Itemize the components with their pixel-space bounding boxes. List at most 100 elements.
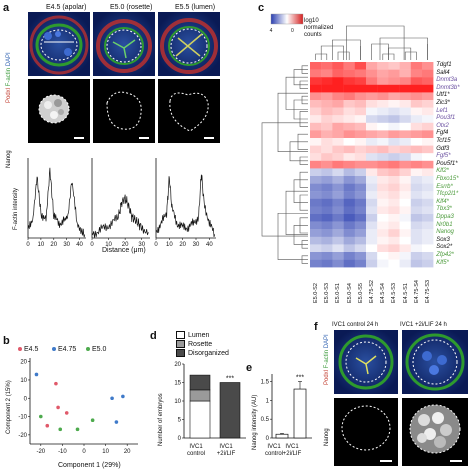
scatter-plot: -20 -10 0 10 20 -20 -10 0 10 20 <box>18 358 138 455</box>
heatmap-cell-14-4 <box>354 168 367 177</box>
heatmap-column-label: E4.75-S2 <box>369 280 375 304</box>
nanog-ytick-label: 0 <box>266 436 270 442</box>
factin-xtick-label-2-20: 20 <box>179 242 186 248</box>
scatter-legend-label: E4.75 <box>58 346 77 353</box>
heatmap-cell-19-10 <box>422 206 434 215</box>
heatmap-cell-23-4 <box>354 236 367 245</box>
scale-label-line3: counts <box>304 32 322 38</box>
heatmap-cell-19-3 <box>343 206 355 215</box>
micro-e55-nanog-svg <box>169 92 214 139</box>
heatmap-cell-16-4 <box>354 183 367 192</box>
gene-label: Tcf15 <box>436 138 451 144</box>
heatmap-cell-14-7 <box>388 168 400 177</box>
heatmap-cell-13-5 <box>366 160 378 169</box>
heatmap-cell-25-0 <box>310 252 322 260</box>
heatmap-cell-20-2 <box>332 214 344 222</box>
heatmap-cell-26-6 <box>377 259 389 268</box>
heatmap-cell-16-1 <box>321 183 333 192</box>
heatmap-cell-19-7 <box>388 206 400 215</box>
stain-dapi: DAPI <box>6 52 12 67</box>
heatmap-cell-24-3 <box>343 244 355 253</box>
heatmap-column-label: E5.0-S1 <box>335 283 342 304</box>
stain-label-a: Podxl F-actin DAPI <box>6 52 13 103</box>
stack-legend-item: Rosette <box>176 340 256 349</box>
scatter-xlabel: Component 1 (29%) <box>58 462 121 469</box>
heatmap-cell-4-5 <box>366 92 378 101</box>
heatmap-cell-26-5 <box>366 259 378 268</box>
heatmap-cell-15-2 <box>332 176 344 184</box>
factin-xtick-label-1-20: 20 <box>122 242 129 248</box>
heatmap-cell-17-10 <box>422 191 434 199</box>
heatmap-cell-9-1 <box>321 130 333 139</box>
heatmap-cell-25-5 <box>366 252 378 260</box>
heatmap-cell-25-3 <box>343 252 355 260</box>
micro-e45-stain-svg <box>28 12 90 76</box>
heatmap-cell-18-0 <box>310 198 322 207</box>
stack-legend-swatch <box>176 349 185 358</box>
heatmap-cell-20-3 <box>343 214 355 222</box>
heatmap-cell-2-9 <box>410 77 423 85</box>
heatmap-cell-3-10 <box>422 84 434 93</box>
heatmap-cell-10-2 <box>332 138 344 146</box>
heatmap-cell-11-0 <box>310 145 322 154</box>
heatmap-cell-6-9 <box>410 107 423 116</box>
heatmap-cell-25-7 <box>388 252 400 260</box>
factin-line-1 <box>91 194 149 238</box>
nanog-label-f: Nanog <box>324 428 330 446</box>
scatter-ytick-label: 20 <box>20 360 27 366</box>
heatmap-cell-2-1 <box>321 77 333 85</box>
micro-f-2ilif-nanog <box>402 398 468 466</box>
heatmap-cell-22-1 <box>321 229 333 237</box>
heatmap-cell-8-1 <box>321 122 333 131</box>
heatmap-cell-18-1 <box>321 198 333 207</box>
heatmap-cell-16-5 <box>366 183 378 192</box>
heatmap-cell-1-4 <box>354 69 367 78</box>
heatmap-cell-1-7 <box>388 69 400 78</box>
heatmap-cell-1-1 <box>321 69 333 78</box>
heatmap-cell-10-4 <box>354 138 367 146</box>
heatmap-cell-26-3 <box>343 259 355 268</box>
stack-ytick-label: 20 <box>174 362 181 368</box>
heatmap-cell-2-6 <box>377 77 389 85</box>
heatmap-cell-9-8 <box>399 130 411 139</box>
heatmap-cell-4-2 <box>332 92 344 101</box>
heatmap-cell-5-4 <box>354 100 367 108</box>
scatter-point-0-1 <box>56 405 60 410</box>
factin-xtick-label-2-0: 0 <box>154 242 158 248</box>
heatmap-cell-26-1 <box>321 259 333 268</box>
heatmap-cell-14-0 <box>310 168 322 177</box>
heatmap-cell-13-3 <box>343 160 355 169</box>
heatmap-cell-24-0 <box>310 244 322 253</box>
gene-label: Pou3f1 <box>436 115 456 122</box>
heatmap-column-label: E5.0-S5 <box>357 283 364 304</box>
heatmap-cell-22-7 <box>388 229 400 237</box>
heatmap-cell-18-9 <box>410 198 423 207</box>
heatmap-cell-9-10 <box>422 130 434 139</box>
heatmap-cell-17-7 <box>388 191 400 199</box>
heatmap-cell-12-7 <box>388 153 400 161</box>
gene-label: Esrrb* <box>436 183 453 190</box>
heatmap-cell-21-2 <box>332 221 344 230</box>
heatmap-cell-3-6 <box>377 84 389 93</box>
gene-label: Fgf4 <box>436 130 449 137</box>
heatmap-cell-14-3 <box>343 168 355 177</box>
heatmap-cell-26-8 <box>399 259 411 268</box>
nanog-ytick-label: 1.5 <box>261 380 270 386</box>
heatmap-cell-0-7 <box>388 62 400 70</box>
heatmap-column-label: E4.75-S4 <box>413 280 420 304</box>
heatmap-cell-12-9 <box>410 153 423 161</box>
scatter-xtick-label: -20 <box>36 449 45 455</box>
heatmap-cell-5-3 <box>343 100 355 108</box>
heatmap-cell-22-4 <box>354 229 367 237</box>
panel-d-label: d <box>150 330 157 342</box>
heatmap-cell-21-6 <box>377 221 389 230</box>
scatter-xtick-label: -10 <box>58 449 67 455</box>
heatmap-cell-11-2 <box>332 145 344 154</box>
heatmap-cell-3-0 <box>310 84 322 93</box>
heatmap-cell-23-9 <box>410 236 423 245</box>
factin-xtick-label-0-0: 0 <box>26 242 30 248</box>
heatmap-cell-14-6 <box>377 168 389 177</box>
heatmap-cell-18-3 <box>343 198 355 207</box>
heatmap-cell-0-8 <box>399 62 411 70</box>
heatmap-cell-25-1 <box>321 252 333 260</box>
